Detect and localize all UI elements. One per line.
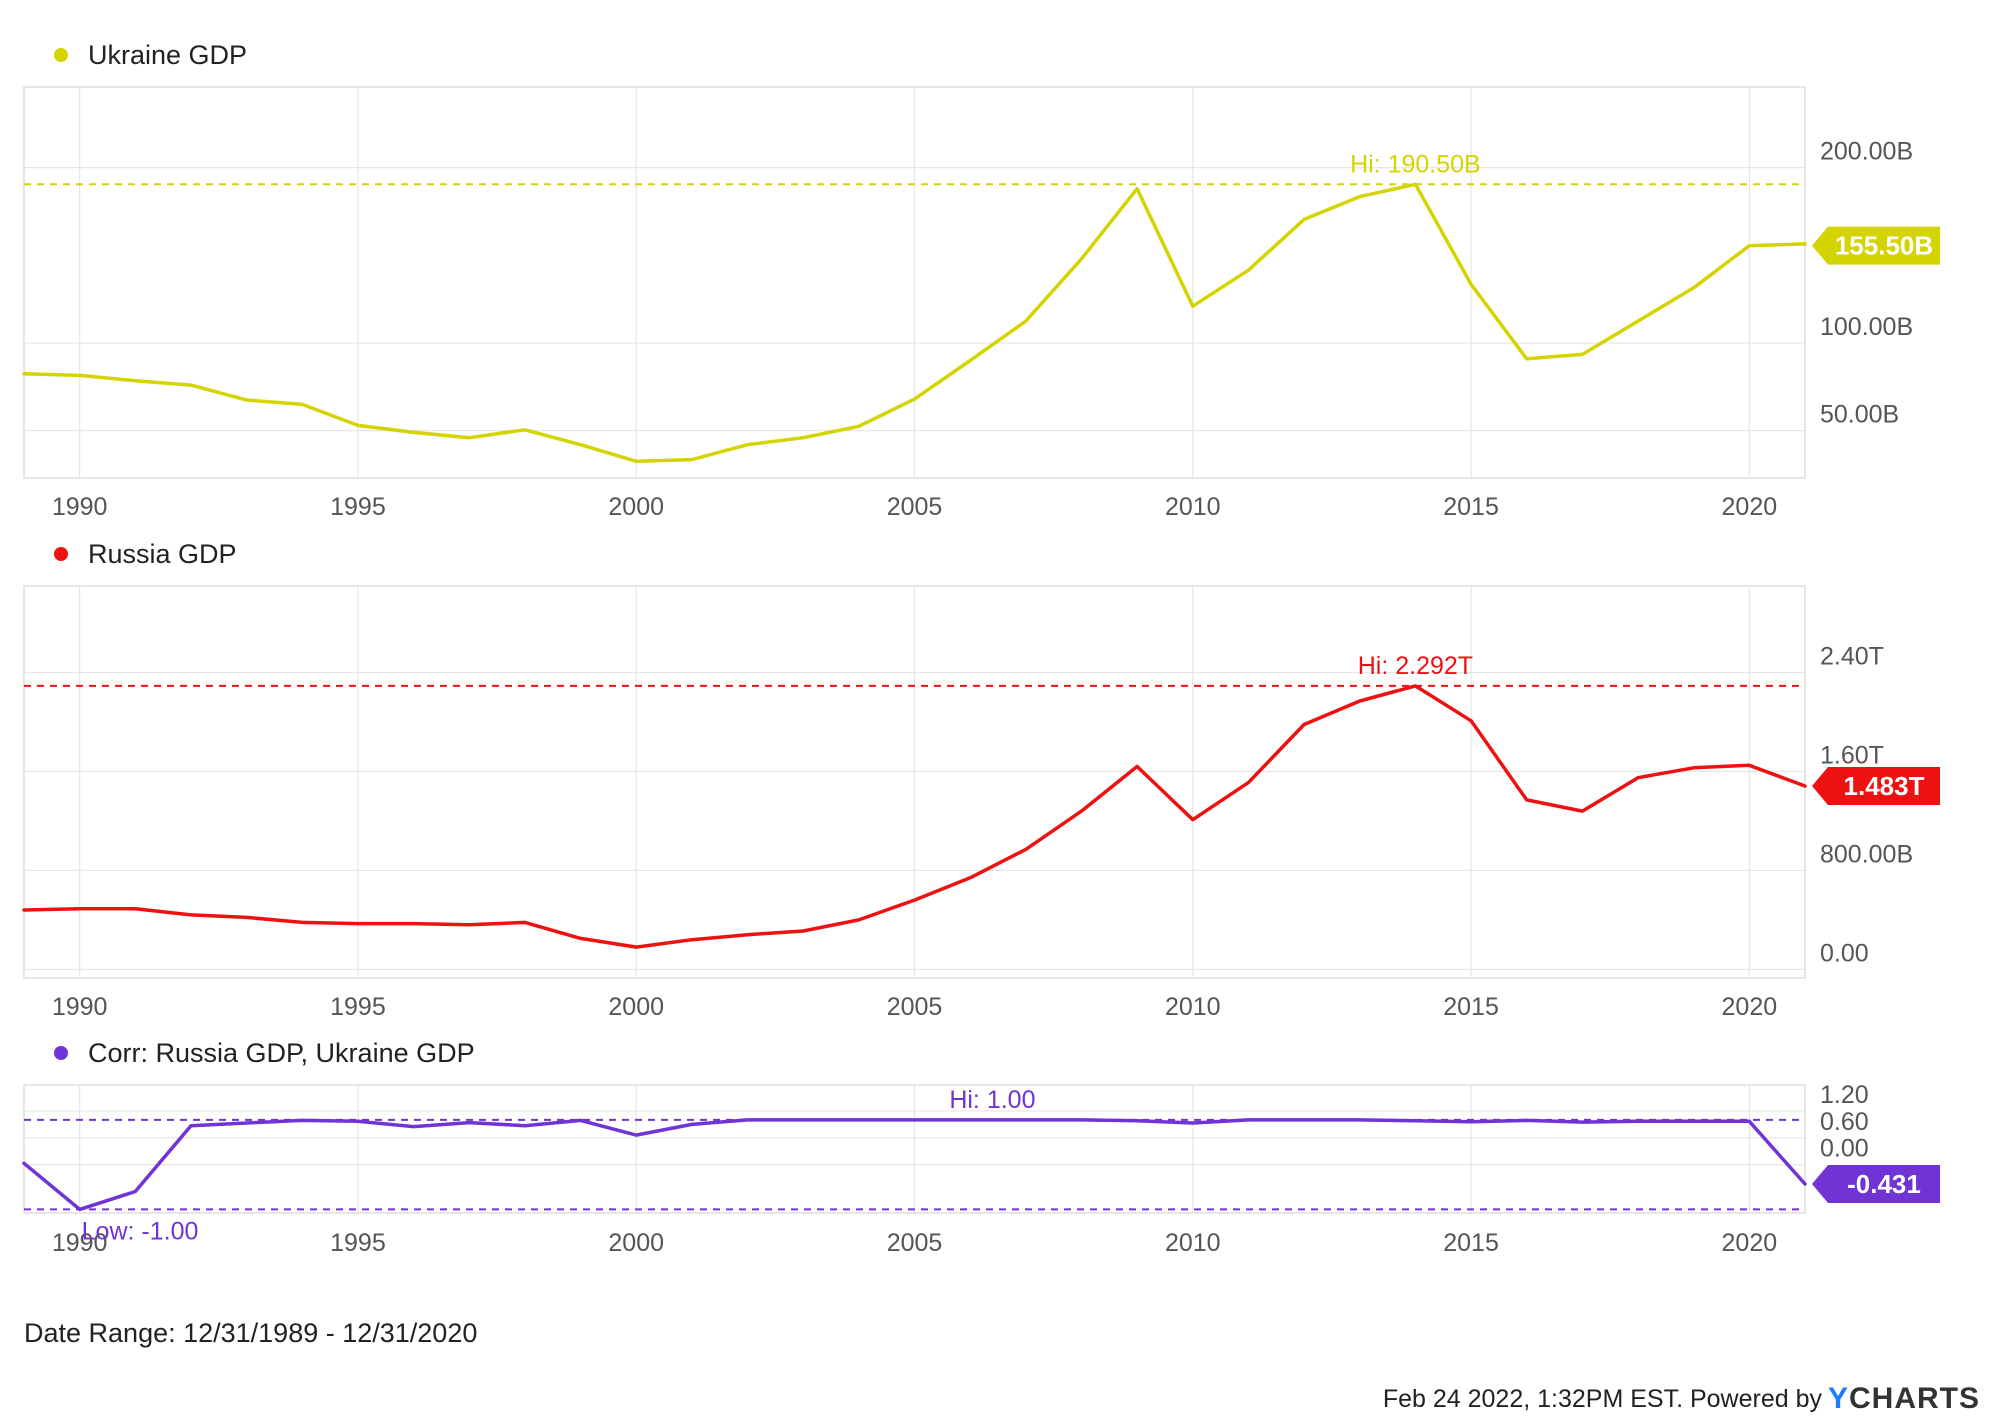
x-tick-label: 2020 bbox=[1722, 993, 1778, 1021]
x-tick-label: 1990 bbox=[52, 1229, 108, 1257]
x-tick-label: 2020 bbox=[1722, 1229, 1778, 1257]
x-tick-label: 2015 bbox=[1443, 1229, 1499, 1257]
last-value-label: 155.50B bbox=[1835, 231, 1933, 261]
hi-annotation: Hi: 2.292T bbox=[1358, 652, 1473, 680]
last-value-badge bbox=[1812, 226, 1940, 265]
x-tick-label: 2015 bbox=[1443, 993, 1499, 1021]
series-line bbox=[22, 182, 1807, 464]
y-tick-label: 0.00 bbox=[1820, 939, 1869, 967]
y-tick-label: 1.60T bbox=[1820, 741, 1884, 769]
y-tick-label: 50.00B bbox=[1820, 401, 1899, 429]
x-tick-label: 2010 bbox=[1165, 1229, 1221, 1257]
legend-marker bbox=[54, 1046, 68, 1060]
last-value-label: -0.431 bbox=[1847, 1169, 1921, 1199]
series-line bbox=[22, 1118, 1807, 1212]
legend-label: Corr: Russia GDP, Ukraine GDP bbox=[88, 1038, 475, 1068]
x-tick-label: 1995 bbox=[330, 1229, 386, 1257]
legend-label: Russia GDP bbox=[88, 539, 237, 569]
last-value-label: 1.483T bbox=[1844, 771, 1925, 801]
legend-marker bbox=[54, 48, 68, 62]
y-tick-label: 0.00 bbox=[1820, 1135, 1869, 1163]
x-tick-label: 2020 bbox=[1722, 493, 1778, 521]
x-tick-label: 1990 bbox=[52, 493, 108, 521]
x-tick-label: 1995 bbox=[330, 493, 386, 521]
date-range-label: Date Range: 12/31/1989 - 12/31/2020 bbox=[24, 1318, 478, 1348]
legend-label: Ukraine GDP bbox=[88, 40, 247, 70]
x-tick-label: 2015 bbox=[1443, 493, 1499, 521]
y-tick-label: 1.20 bbox=[1820, 1081, 1869, 1109]
last-value-badge bbox=[1812, 766, 1940, 805]
hi-annotation: Hi: 1.00 bbox=[949, 1086, 1035, 1114]
y-tick-label: 2.40T bbox=[1820, 643, 1884, 671]
x-tick-label: 1995 bbox=[330, 993, 386, 1021]
y-tick-label: 0.60 bbox=[1820, 1108, 1869, 1136]
x-tick-label: 2005 bbox=[887, 493, 943, 521]
ycharts-logo[interactable]: YCHARTS bbox=[1827, 1382, 1980, 1415]
x-tick-label: 2010 bbox=[1165, 993, 1221, 1021]
footer-attribution: Feb 24 2022, 1:32PM EST. Powered by YCHA… bbox=[1383, 1382, 1980, 1416]
panel-2: 1990 1995 2000 2005 2010 2015 2020 0.00 800.00B 1… bbox=[22, 539, 1940, 1021]
x-tick-label: 2000 bbox=[608, 493, 664, 521]
last-value-badge bbox=[1812, 1164, 1940, 1203]
y-tick-label: 200.00B bbox=[1820, 138, 1913, 166]
x-tick-label: 2010 bbox=[1165, 493, 1221, 521]
low-annotation: Low: -1.00 bbox=[82, 1217, 199, 1245]
panel-1: 1990 1995 2000 2005 2010 2015 2020 50.00B 100.00… bbox=[22, 40, 1940, 521]
series-line bbox=[22, 684, 1807, 949]
y-tick-label: 800.00B bbox=[1820, 840, 1913, 868]
legend-marker bbox=[54, 547, 68, 561]
x-tick-label: 2005 bbox=[887, 1229, 943, 1257]
panel-3: 1990 1995 2000 2005 2010 2015 2020 0.000.601.20… bbox=[22, 1038, 1940, 1257]
x-tick-label: 2000 bbox=[608, 993, 664, 1021]
x-tick-label: 1990 bbox=[52, 993, 108, 1021]
y-tick-label: 100.00B bbox=[1820, 313, 1913, 341]
hi-annotation: Hi: 190.50B bbox=[1350, 150, 1481, 178]
footer-timestamp: Feb 24 2022, 1:32PM EST. Powered by bbox=[1382, 1384, 1822, 1413]
x-tick-label: 2000 bbox=[608, 1229, 664, 1257]
x-tick-label: 2005 bbox=[887, 993, 943, 1021]
